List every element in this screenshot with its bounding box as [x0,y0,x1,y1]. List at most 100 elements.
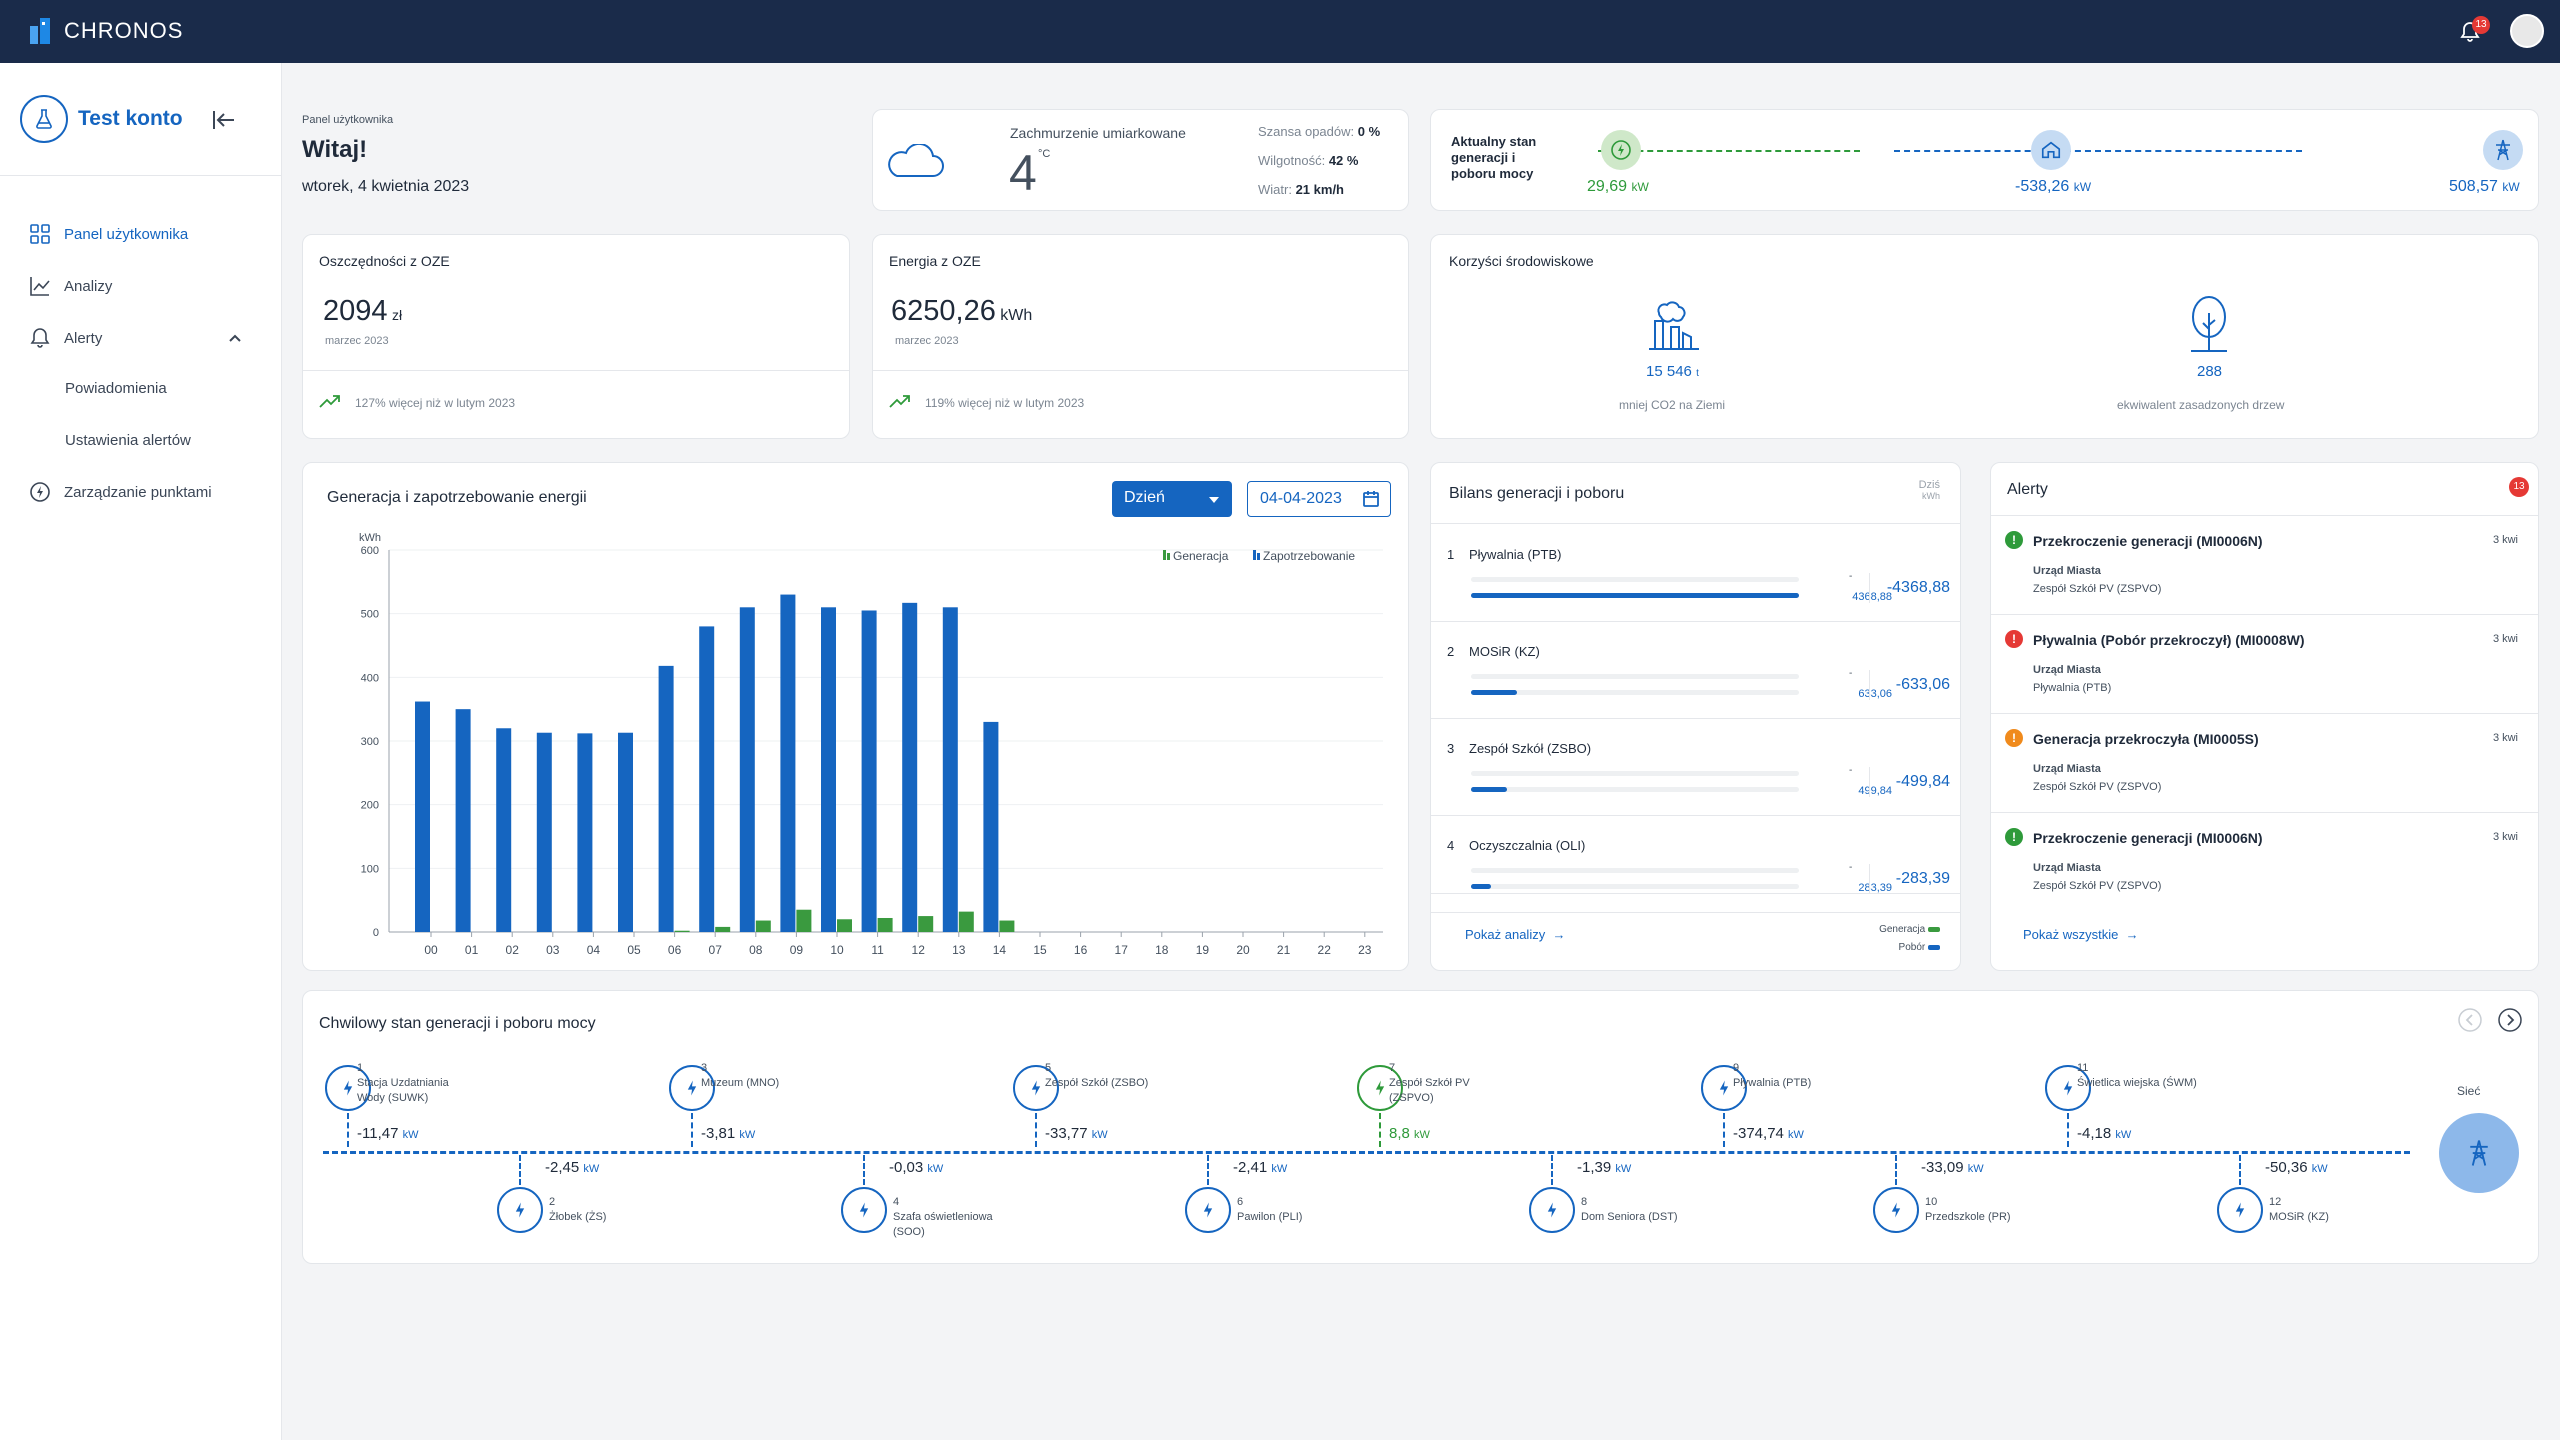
user-avatar[interactable] [2510,14,2544,48]
y-tick-label: 400 [361,672,379,684]
nav-analytics[interactable]: Analizy [28,274,112,298]
energy-value: 6250,26 kWh [891,295,1033,327]
bar-zapotrzebowanie[interactable] [496,728,512,932]
grid-node[interactable] [2483,130,2523,170]
bar-generacja[interactable] [755,920,771,932]
legend-item[interactable]: Generacja [1163,549,1229,563]
divider [0,175,282,176]
flow-node-circle [497,1187,543,1233]
bar-generacja[interactable] [999,920,1015,932]
current-date: wtorek, 4 kwietnia 2023 [302,178,470,195]
flow-node-circle [2217,1187,2263,1233]
flow-node-value: -33,09 kW [1921,1159,1984,1176]
bar-zapotrzebowanie[interactable] [577,733,593,932]
generation-node[interactable] [1601,130,1641,170]
nav-notifications[interactable]: Powiadomienia [65,380,167,397]
flow-node-circle [841,1187,887,1233]
app-logo[interactable]: CHRONOS [28,16,183,46]
previous-icon[interactable] [2457,1007,2483,1033]
next-icon[interactable] [2497,1007,2523,1033]
flow-node-value: 8,8 kW [1389,1125,1430,1142]
bar-zapotrzebowanie[interactable] [942,607,958,932]
nav-alerts[interactable]: Alerty [28,326,248,350]
consumption-node[interactable] [2031,130,2071,170]
flow-node-value: -50,36 kW [2265,1159,2328,1176]
x-tick-label: 22 [1318,943,1332,957]
show-analytics-link[interactable]: Pokaż analizy → [1465,927,1566,942]
account-switcher[interactable]: Test konto [20,95,183,143]
grid-value: 508,57 kW [2449,178,2520,195]
show-all-alerts-link[interactable]: Pokaż wszystkie → [2023,927,2139,942]
bar-generacja[interactable] [918,916,934,932]
bar-zapotrzebowanie[interactable] [415,701,430,932]
legend-swatch [1163,550,1166,560]
bar-zapotrzebowanie[interactable] [861,610,877,932]
alert-item[interactable]: ! Pływalnia (Pobór przekroczył) (MI0008W… [1991,616,2538,714]
bolt-icon [1611,140,1631,160]
nav-points-management[interactable]: Zarządzanie punktami [28,480,212,504]
bolt-icon [1547,1202,1557,1218]
alert-time: 3 kwi [2492,534,2518,546]
savings-title: Oszczędności z OZE [319,253,450,269]
consumption-bar-fill [1471,787,1508,792]
bar-zapotrzebowanie[interactable] [983,721,999,932]
balance-name: MOSiR (KZ) [1469,644,1540,659]
bar-zapotrzebowanie[interactable] [780,594,796,932]
alert-item[interactable]: ! Przekroczenie generacji (MI0006N) 3 kw… [1991,814,2538,912]
flow-connector [347,1113,349,1147]
balance-row[interactable]: 3 Zespół Szkół (ZSBO) - 499,84 -499,84 [1431,719,1960,816]
bar-zapotrzebowanie[interactable] [739,607,755,932]
nav-dashboard[interactable]: Panel użytkownika [28,222,188,246]
bar-zapotrzebowanie[interactable] [699,626,715,932]
bar-zapotrzebowanie[interactable] [618,732,633,932]
nav-alert-settings[interactable]: Ustawienia alertów [65,432,191,449]
generation-flow-line [1598,150,1860,152]
bar-zapotrzebowanie[interactable] [455,709,471,932]
x-tick-label: 10 [830,943,844,957]
bar-generacja[interactable] [796,909,812,932]
home-icon [2041,141,2061,159]
bar-zapotrzebowanie[interactable] [821,607,836,932]
bar-generacja[interactable] [674,930,690,932]
legend-swatch [1253,550,1256,560]
alert-owner: Urząd Miasta [2033,862,2101,874]
bolt-icon [2063,1080,2073,1096]
bar-generacja[interactable] [715,926,731,932]
nav-label: Zarządzanie punktami [64,483,212,501]
bar-zapotrzebowanie[interactable] [536,732,552,932]
collapse-sidebar-icon[interactable] [212,109,238,131]
balance-row[interactable]: 1 Pływalnia (PTB) - 4368,88 -4368,88 [1431,525,1960,622]
legend-item[interactable]: Zapotrzebowanie [1253,549,1355,563]
bar-generacja[interactable] [877,917,893,932]
x-tick-label: 06 [668,943,682,957]
divider [1869,767,1870,797]
grid-node[interactable] [2439,1113,2519,1193]
bolt-icon [1719,1080,1729,1096]
x-tick-label: 16 [1074,943,1088,957]
alert-item[interactable]: ! Przekroczenie generacji (MI0006N) 3 kw… [1991,517,2538,615]
x-tick-label: 08 [749,943,763,957]
period-select[interactable]: Dzień [1112,481,1232,517]
y-tick-label: 200 [361,800,379,812]
balance-row[interactable]: 2 MOSiR (KZ) - 633,06 -633,06 [1431,622,1960,719]
bar-generacja[interactable] [837,919,852,932]
flow-node-circle [1013,1065,1059,1111]
bar-zapotrzebowanie[interactable] [658,665,674,932]
balance-card: Bilans generacji i poboru Dziś kWh 1 Pływ… [1430,462,1961,971]
alerts-card: Alerty 13 ! Przekroczenie generacji (MI0… [1990,462,2539,971]
flow-connector [519,1155,521,1185]
balance-rank: 2 [1447,644,1455,659]
balance-rank: 3 [1447,741,1455,756]
bar-zapotrzebowanie[interactable] [902,602,918,932]
balance-row[interactable]: 4 Oczyszczalnia (OLI) - 283,39 -283,39 [1431,816,1960,913]
power-bus-line [323,1151,2410,1154]
consumption-bar-fill [1471,593,1799,598]
alert-item[interactable]: ! Generacja przekroczyła (MI0005S) 3 kwi… [1991,715,2538,813]
bolt-icon [515,1202,525,1218]
bar-generacja[interactable] [958,911,974,932]
environment-title: Korzyści środowiskowe [1449,253,1594,269]
flow-node-circle [1185,1187,1231,1233]
chevron-up-icon[interactable] [228,333,242,343]
date-picker[interactable]: 04-04-2023 [1247,481,1391,517]
